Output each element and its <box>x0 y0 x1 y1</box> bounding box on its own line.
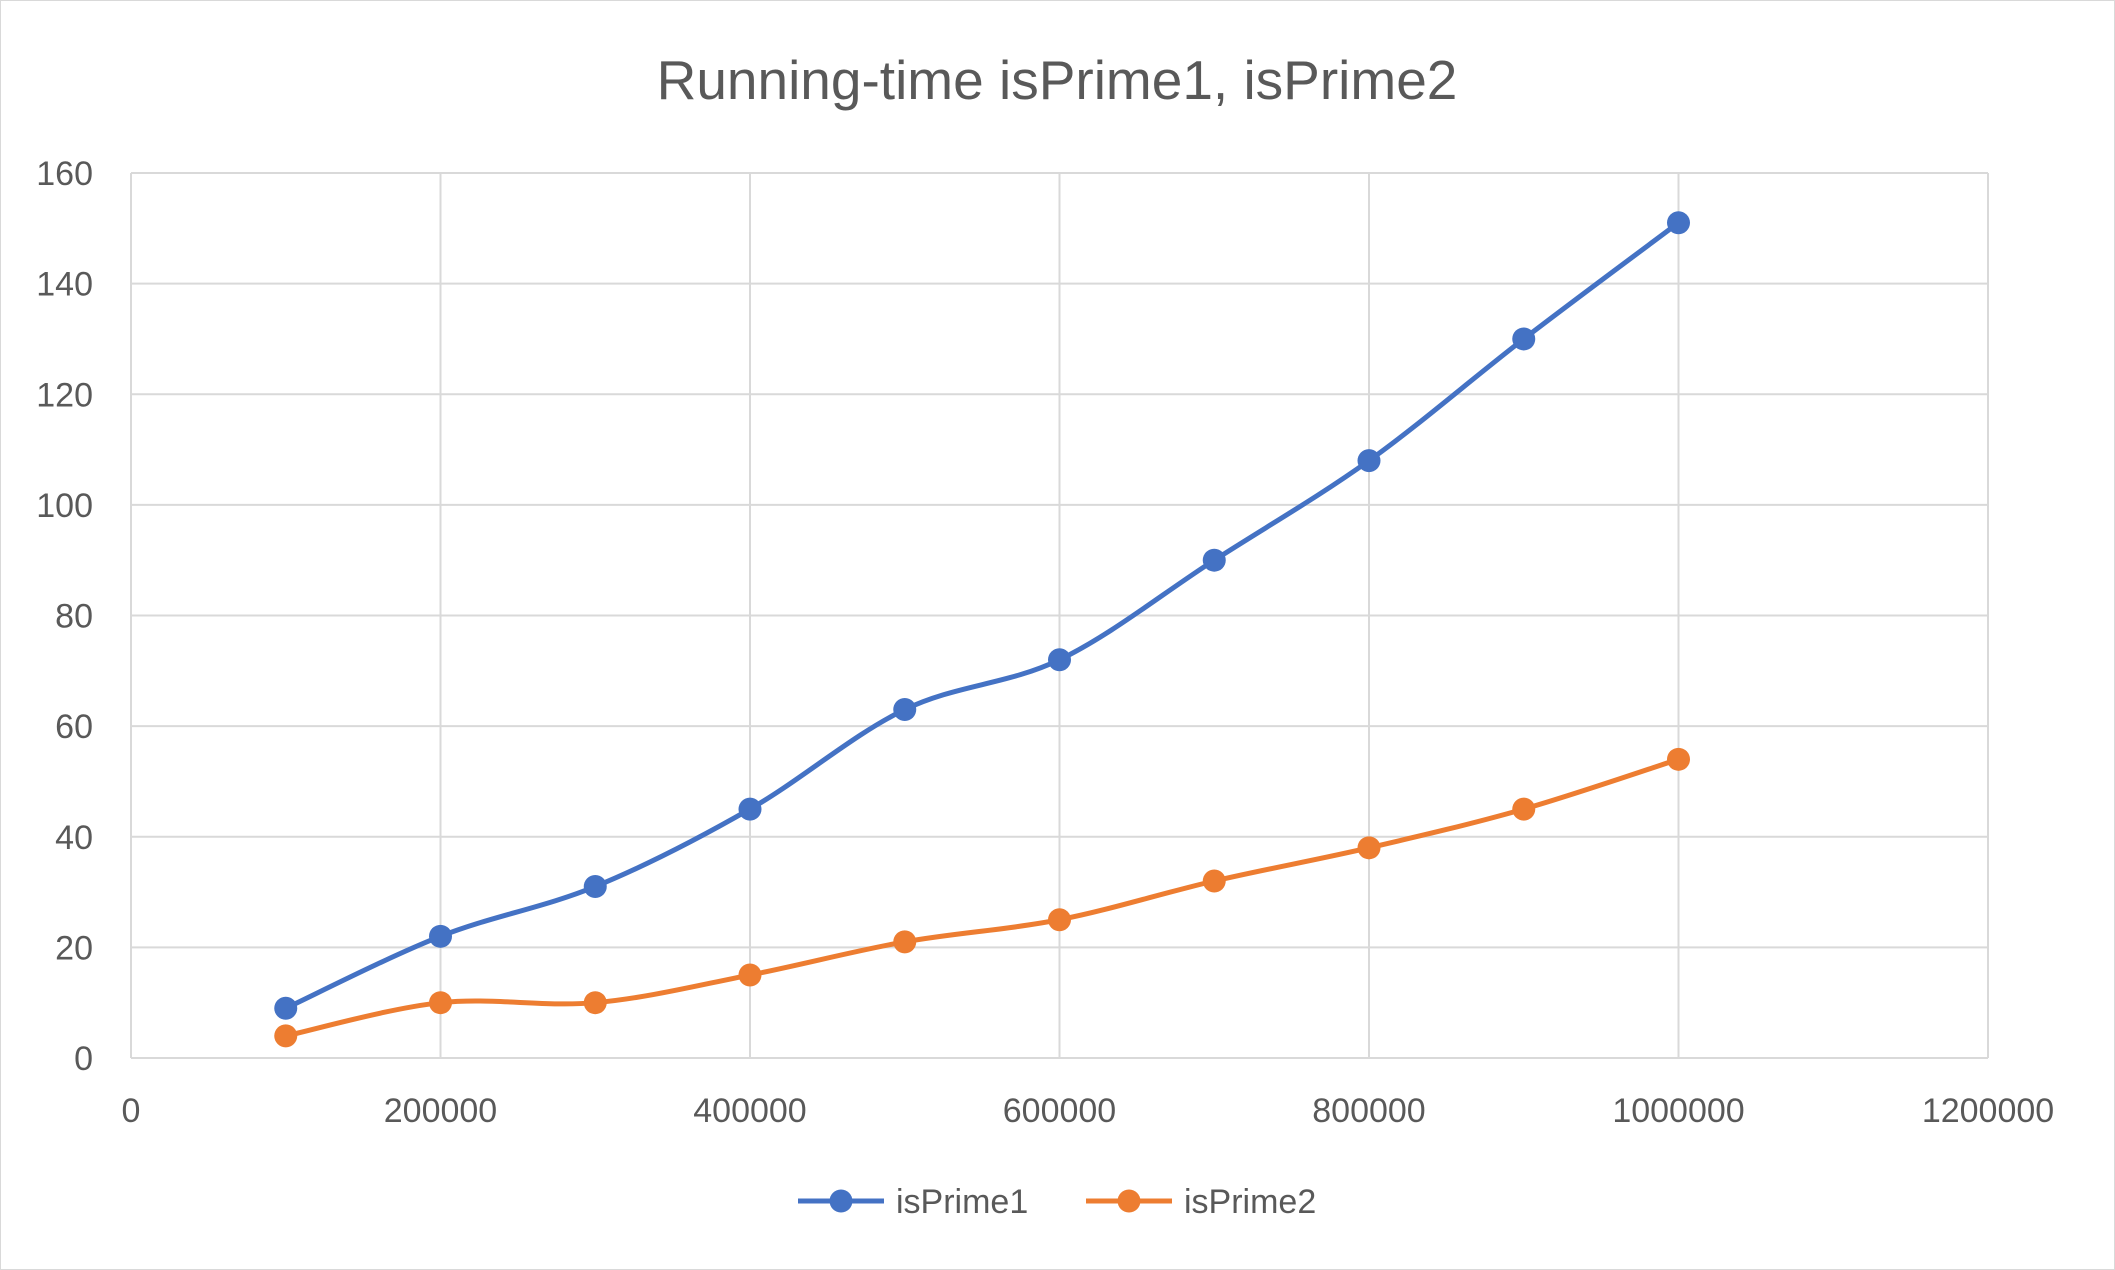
data-point-isPrime1 <box>1048 648 1071 672</box>
y-tick-label: 60 <box>55 708 93 746</box>
x-tick-label: 800000 <box>1312 1092 1425 1130</box>
data-point-isPrime1 <box>1667 211 1690 235</box>
x-tick-label: 600000 <box>1003 1092 1116 1130</box>
data-point-isPrime2 <box>1512 797 1536 821</box>
legend-swatch-marker <box>1117 1189 1141 1213</box>
gridlines <box>130 172 1989 1059</box>
data-point-isPrime2 <box>1357 836 1381 860</box>
data-point-isPrime2 <box>1667 747 1690 771</box>
data-point-isPrime2 <box>274 1024 298 1048</box>
legend: isPrime1 isPrime2 <box>798 1183 1316 1221</box>
y-tick-label: 20 <box>55 929 93 967</box>
y-tick-label: 100 <box>36 487 93 525</box>
data-point-isPrime2 <box>738 963 762 987</box>
data-point-isPrime2 <box>1202 869 1226 893</box>
data-point-isPrime1 <box>274 996 298 1020</box>
data-point-isPrime1 <box>1202 548 1226 572</box>
x-tick-label: 1200000 <box>1922 1092 2054 1130</box>
legend-label: isPrime2 <box>1184 1183 1316 1221</box>
data-point-isPrime1 <box>1357 449 1381 473</box>
y-tick-label: 160 <box>36 155 93 193</box>
y-tick-label: 120 <box>36 376 93 414</box>
data-point-isPrime2 <box>429 991 452 1015</box>
y-tick-label: 40 <box>55 819 93 857</box>
x-tick-label: 200000 <box>384 1092 497 1130</box>
series-layer <box>274 211 1690 1048</box>
data-point-isPrime1 <box>738 797 762 821</box>
data-point-isPrime1 <box>429 924 452 948</box>
series-isPrime1 <box>274 211 1690 1020</box>
series-line-isPrime2 <box>283 756 1681 1039</box>
x-tick-label: 1000000 <box>1612 1092 1744 1130</box>
data-point-isPrime2 <box>583 991 607 1015</box>
legend-item-isPrime1: isPrime1 <box>798 1183 1028 1221</box>
x-tick-label: 0 <box>122 1092 141 1130</box>
data-point-isPrime2 <box>1048 908 1071 932</box>
chart-title: Running-time isPrime1, isPrime2 <box>657 49 1458 111</box>
data-point-isPrime1 <box>1512 327 1536 351</box>
legend-label: isPrime1 <box>896 1183 1028 1221</box>
data-point-isPrime1 <box>583 875 607 899</box>
y-tick-label: 80 <box>55 598 93 636</box>
legend-swatch-marker <box>829 1189 853 1213</box>
series-line-isPrime1 <box>283 220 1681 1011</box>
legend-item-isPrime2: isPrime2 <box>1086 1183 1316 1221</box>
series-isPrime2 <box>274 747 1690 1048</box>
data-point-isPrime1 <box>893 698 917 722</box>
y-tick-label: 0 <box>74 1040 93 1078</box>
x-tick-label: 400000 <box>693 1092 806 1130</box>
data-point-isPrime2 <box>893 930 917 954</box>
y-tick-label: 140 <box>36 266 93 304</box>
axis-tick-labels: 0 20 40 60 80 100 120 140 160 0 200000 400000 600000… <box>36 155 2054 1130</box>
